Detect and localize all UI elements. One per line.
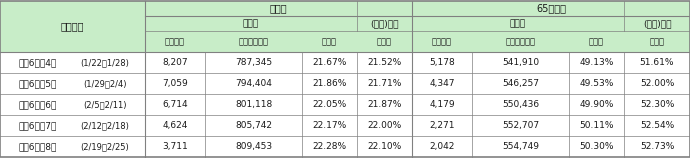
Text: (2/5～2/11): (2/5～2/11) <box>83 100 127 109</box>
Text: (1/22～1/28): (1/22～1/28) <box>81 58 130 67</box>
Text: 6,714: 6,714 <box>162 100 188 109</box>
Text: 49.90%: 49.90% <box>580 100 613 109</box>
Text: 50.30%: 50.30% <box>579 142 613 151</box>
Text: 552,707: 552,707 <box>502 121 539 130</box>
Text: (2/19～2/25): (2/19～2/25) <box>81 142 130 151</box>
Text: 令和6年第7週: 令和6年第7週 <box>19 121 57 130</box>
Text: 787,345: 787,345 <box>235 58 272 67</box>
Text: 8,207: 8,207 <box>162 58 188 67</box>
Text: 全年代: 全年代 <box>270 3 287 13</box>
Text: 801,118: 801,118 <box>235 100 272 109</box>
Text: 22.17%: 22.17% <box>313 121 346 130</box>
Text: 集計期間: 集計期間 <box>61 21 84 31</box>
Text: (参考)全国: (参考)全国 <box>643 19 671 28</box>
Text: 4,179: 4,179 <box>429 100 455 109</box>
Text: 50.11%: 50.11% <box>579 121 613 130</box>
Text: 接種率: 接種率 <box>649 37 664 46</box>
Text: 49.13%: 49.13% <box>580 58 613 67</box>
Text: 令和6年第6週: 令和6年第6週 <box>19 100 57 109</box>
Text: 22.10%: 22.10% <box>367 142 402 151</box>
Text: 52.30%: 52.30% <box>640 100 674 109</box>
Text: 接種者数累計: 接種者数累計 <box>506 37 535 46</box>
Text: (参考)全国: (参考)全国 <box>371 19 399 28</box>
Text: 接種率: 接種率 <box>589 37 604 46</box>
Text: 21.52%: 21.52% <box>367 58 402 67</box>
Text: 静岡県: 静岡県 <box>510 19 526 28</box>
Text: 794,404: 794,404 <box>235 79 272 88</box>
Text: 2,271: 2,271 <box>429 121 455 130</box>
Text: 7,059: 7,059 <box>162 79 188 88</box>
Text: 805,742: 805,742 <box>235 121 272 130</box>
Text: 52.54%: 52.54% <box>640 121 674 130</box>
Text: 令和6年第4週: 令和6年第4週 <box>19 58 57 67</box>
Text: 令和6年第8週: 令和6年第8週 <box>19 142 57 151</box>
Text: 22.28%: 22.28% <box>313 142 346 151</box>
Text: 令和6年第5週: 令和6年第5週 <box>19 79 57 88</box>
Text: 65歳以上: 65歳以上 <box>536 3 566 13</box>
Text: 22.00%: 22.00% <box>367 121 402 130</box>
Text: 接種者数: 接種者数 <box>432 37 452 46</box>
Text: (1/29～2/4): (1/29～2/4) <box>83 79 127 88</box>
Text: 2,042: 2,042 <box>429 142 455 151</box>
Text: 52.00%: 52.00% <box>640 79 674 88</box>
Text: 接種率: 接種率 <box>322 37 337 46</box>
Text: 4,624: 4,624 <box>162 121 188 130</box>
Text: 52.73%: 52.73% <box>640 142 674 151</box>
Text: 4,347: 4,347 <box>429 79 455 88</box>
Text: 21.71%: 21.71% <box>367 79 402 88</box>
Text: 22.05%: 22.05% <box>313 100 346 109</box>
Bar <box>0 1 690 52</box>
Text: 21.67%: 21.67% <box>313 58 346 67</box>
Text: 546,257: 546,257 <box>502 79 539 88</box>
Text: 554,749: 554,749 <box>502 142 539 151</box>
Text: 51.61%: 51.61% <box>640 58 674 67</box>
Text: 809,453: 809,453 <box>235 142 272 151</box>
Text: 接種者数累計: 接種者数累計 <box>239 37 268 46</box>
Text: 接種率: 接種率 <box>377 37 392 46</box>
Text: 静岡県: 静岡県 <box>243 19 259 28</box>
Text: 49.53%: 49.53% <box>580 79 613 88</box>
Text: 3,711: 3,711 <box>162 142 188 151</box>
Text: 541,910: 541,910 <box>502 58 539 67</box>
Text: (2/12～2/18): (2/12～2/18) <box>81 121 130 130</box>
Text: 5,178: 5,178 <box>429 58 455 67</box>
Text: 21.86%: 21.86% <box>313 79 346 88</box>
Text: 21.87%: 21.87% <box>367 100 402 109</box>
Text: 接種者数: 接種者数 <box>165 37 185 46</box>
Text: 550,436: 550,436 <box>502 100 539 109</box>
